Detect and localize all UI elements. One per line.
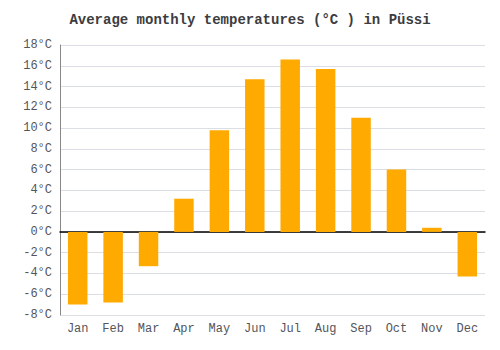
svg-text:May: May <box>209 322 231 336</box>
svg-text:Feb: Feb <box>102 322 124 336</box>
svg-text:-8°C: -8°C <box>23 308 52 322</box>
svg-text:Mar: Mar <box>138 322 160 336</box>
svg-text:Oct: Oct <box>386 322 408 336</box>
svg-text:-2°C: -2°C <box>23 246 52 260</box>
svg-text:Nov: Nov <box>421 322 443 336</box>
svg-text:Sep: Sep <box>350 322 372 336</box>
svg-text:6°C: 6°C <box>30 163 52 177</box>
svg-text:-6°C: -6°C <box>23 287 52 301</box>
svg-text:Apr: Apr <box>173 322 195 336</box>
svg-text:Dec: Dec <box>456 322 478 336</box>
svg-text:Aug: Aug <box>315 322 337 336</box>
svg-text:0°C: 0°C <box>30 225 52 239</box>
svg-text:2°C: 2°C <box>30 204 52 218</box>
svg-text:18°C: 18°C <box>23 38 52 52</box>
svg-text:4°C: 4°C <box>30 183 52 197</box>
svg-text:14°C: 14°C <box>23 80 52 94</box>
svg-text:-4°C: -4°C <box>23 266 52 280</box>
svg-text:Jan: Jan <box>67 322 89 336</box>
svg-text:16°C: 16°C <box>23 59 52 73</box>
svg-text:Jun: Jun <box>244 322 266 336</box>
svg-text:Jul: Jul <box>279 322 301 336</box>
svg-text:8°C: 8°C <box>30 142 52 156</box>
svg-text:12°C: 12°C <box>23 100 52 114</box>
svg-text:10°C: 10°C <box>23 121 52 135</box>
svg-text:Average monthly temperatures (: Average monthly temperatures (°C ) in Pü… <box>69 12 430 28</box>
